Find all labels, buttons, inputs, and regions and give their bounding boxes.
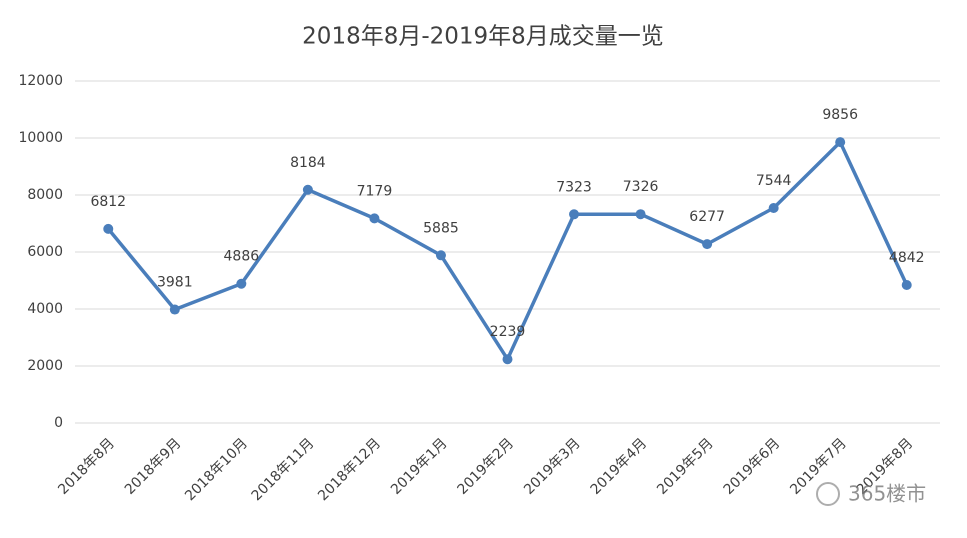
data-label: 4842 [889, 250, 925, 266]
data-point [103, 223, 114, 234]
data-point [236, 278, 247, 289]
data-point [169, 304, 180, 315]
y-tick-label: 0 [54, 415, 63, 431]
chart-title: 2018年8月-2019年8月成交量一览 [302, 24, 664, 50]
data-point [835, 137, 846, 148]
data-label: 3981 [157, 275, 193, 291]
data-label: 5885 [423, 220, 459, 236]
y-tick-label: 4000 [27, 301, 63, 317]
y-tick-label: 10000 [18, 130, 63, 146]
data-label: 7179 [357, 183, 393, 199]
data-label: 9856 [822, 107, 858, 123]
data-label: 6812 [90, 194, 126, 210]
data-label: 6277 [689, 209, 725, 225]
data-point [502, 354, 513, 365]
data-point [635, 209, 646, 220]
data-point [768, 202, 779, 213]
data-label: 7326 [623, 179, 659, 195]
watermark-icon [816, 482, 840, 506]
watermark-group: 365楼市 [816, 482, 926, 506]
data-label: 4886 [224, 249, 260, 265]
data-label: 7323 [556, 179, 592, 195]
data-point [901, 280, 912, 291]
y-tick-label: 12000 [18, 73, 63, 89]
data-label: 2239 [490, 324, 526, 340]
watermark: 365楼市 [848, 482, 926, 506]
y-tick-label: 8000 [27, 187, 63, 203]
data-point [302, 184, 313, 195]
data-label: 7544 [756, 173, 792, 189]
y-tick-label: 2000 [27, 358, 63, 374]
y-tick-label: 6000 [27, 244, 63, 260]
data-point [369, 213, 380, 224]
data-point [569, 209, 580, 220]
data-point [702, 239, 713, 250]
data-label: 8184 [290, 155, 326, 171]
data-point [435, 250, 446, 261]
